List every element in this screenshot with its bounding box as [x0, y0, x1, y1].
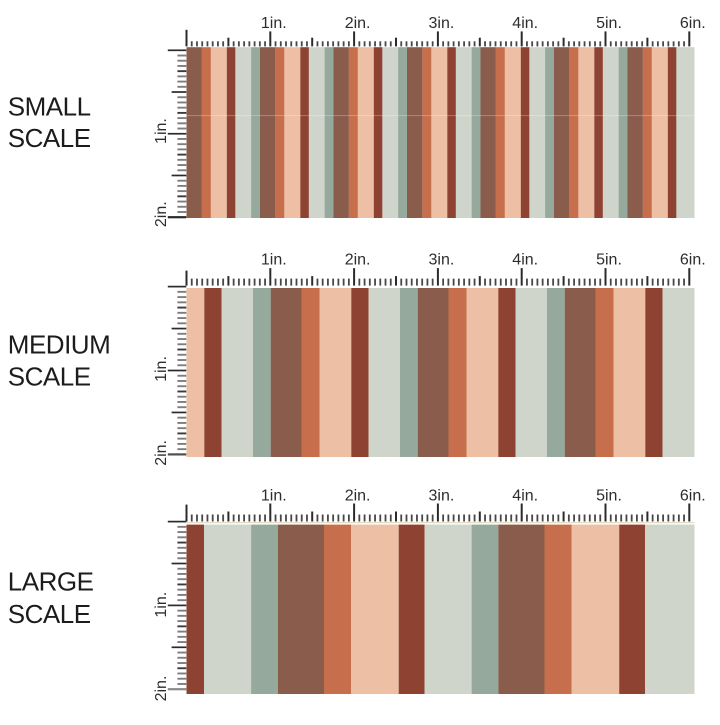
svg-text:LARGE: LARGE	[8, 567, 94, 597]
svg-text:SCALE: SCALE	[8, 599, 91, 629]
svg-text:1in.: 1in.	[261, 15, 287, 32]
svg-text:2in.: 2in.	[153, 440, 170, 466]
svg-text:1in.: 1in.	[261, 488, 287, 505]
svg-text:4in.: 4in.	[512, 251, 538, 268]
svg-text:2in.: 2in.	[153, 676, 170, 702]
svg-text:3in.: 3in.	[429, 488, 455, 505]
svg-text:6in.: 6in.	[680, 15, 706, 32]
svg-text:3in.: 3in.	[429, 15, 455, 32]
svg-text:3in.: 3in.	[429, 251, 455, 268]
svg-text:6in.: 6in.	[680, 488, 706, 505]
svg-text:1in.: 1in.	[153, 118, 170, 144]
svg-text:1in.: 1in.	[153, 356, 170, 382]
svg-text:5in.: 5in.	[596, 251, 622, 268]
svg-text:2in.: 2in.	[153, 201, 170, 227]
svg-text:2in.: 2in.	[345, 488, 371, 505]
svg-text:SCALE: SCALE	[8, 123, 91, 153]
svg-text:MEDIUM: MEDIUM	[8, 329, 110, 359]
svg-text:SCALE: SCALE	[8, 362, 91, 392]
svg-text:5in.: 5in.	[596, 15, 622, 32]
svg-text:1in.: 1in.	[261, 251, 287, 268]
svg-text:4in.: 4in.	[512, 488, 538, 505]
svg-text:6in.: 6in.	[680, 251, 706, 268]
svg-text:5in.: 5in.	[596, 488, 622, 505]
svg-text:4in.: 4in.	[512, 15, 538, 32]
svg-text:2in.: 2in.	[345, 15, 371, 32]
svg-text:2in.: 2in.	[345, 251, 371, 268]
svg-text:SMALL: SMALL	[8, 92, 91, 122]
svg-text:1in.: 1in.	[153, 592, 170, 618]
